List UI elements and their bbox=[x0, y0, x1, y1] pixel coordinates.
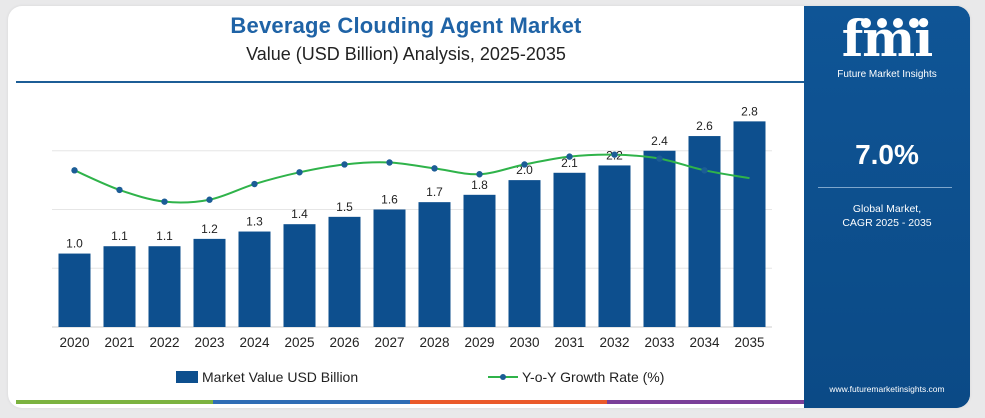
cagr-label: Global Market, CAGR 2025 - 2035 bbox=[804, 202, 970, 230]
x-tick-2024: 2024 bbox=[239, 335, 270, 350]
cagr-value: 7.0% bbox=[855, 139, 919, 170]
bar-label-2026: 1.5 bbox=[336, 200, 353, 214]
fmi-logo: fmi bbox=[841, 9, 933, 68]
bar-2030 bbox=[508, 180, 541, 327]
footer-strip-purple bbox=[607, 400, 804, 404]
growth-point-2026 bbox=[341, 161, 348, 168]
bar-label-2035: 2.8 bbox=[741, 104, 758, 118]
x-tick-2031: 2031 bbox=[554, 335, 584, 350]
bar-2025 bbox=[283, 224, 316, 327]
footer-strip-blue bbox=[213, 400, 410, 404]
growth-point-2028 bbox=[431, 165, 438, 172]
growth-point-2033 bbox=[656, 155, 663, 162]
growth-point-2030 bbox=[521, 161, 528, 168]
growth-point-2031 bbox=[566, 153, 573, 160]
growth-rate-line bbox=[74, 153, 750, 204]
cagr-label-line1: Global Market, bbox=[852, 203, 922, 215]
x-tick-2020: 2020 bbox=[59, 335, 89, 350]
legend-line-entry: Y-o-Y Growth Rate (%) bbox=[488, 369, 664, 385]
bar-label-2024: 1.3 bbox=[246, 215, 263, 229]
x-tick-2021: 2021 bbox=[104, 335, 134, 350]
bar-2033 bbox=[643, 150, 676, 327]
x-tick-2029: 2029 bbox=[464, 335, 494, 350]
sidebar-panel: fmi Future Market Insights 7.0% Global M… bbox=[804, 6, 970, 408]
bar-label-2027: 1.6 bbox=[381, 193, 398, 207]
website-text: www.futuremarketinsights.com bbox=[829, 384, 945, 394]
bar-label-2033: 2.4 bbox=[651, 134, 668, 148]
bar-2027 bbox=[373, 209, 406, 327]
growth-point-2022 bbox=[161, 198, 168, 205]
x-tick-2035: 2035 bbox=[734, 335, 764, 350]
bar-2035 bbox=[733, 121, 766, 327]
bar-2020 bbox=[58, 253, 91, 327]
bar-2023 bbox=[193, 238, 226, 327]
growth-point-2024 bbox=[251, 180, 258, 188]
growth-point-2032 bbox=[611, 151, 618, 158]
bar-2028 bbox=[418, 202, 451, 327]
legend-bar-swatch bbox=[176, 371, 198, 383]
growth-point-2021 bbox=[116, 186, 123, 194]
cagr-label-line2: CAGR 2025 - 2035 bbox=[842, 217, 932, 229]
bar-2024 bbox=[238, 231, 271, 327]
logo-icons bbox=[861, 18, 919, 28]
bar-label-2028: 1.7 bbox=[426, 185, 443, 199]
x-tick-2034: 2034 bbox=[689, 335, 720, 350]
legend-line-label: Y-o-Y Growth Rate (%) bbox=[522, 369, 665, 385]
bar-label-2023: 1.2 bbox=[201, 222, 218, 236]
bar-2029 bbox=[463, 194, 496, 327]
bar-label-2025: 1.4 bbox=[291, 207, 308, 221]
chart-subtitle: Value (USD Billion) Analysis, 2025-2035 bbox=[246, 44, 566, 64]
chart-title: Beverage Clouding Agent Market bbox=[230, 13, 582, 38]
footer-strip-green bbox=[16, 400, 213, 404]
bar-2032 bbox=[598, 165, 631, 327]
bar-label-2022: 1.1 bbox=[156, 229, 173, 243]
logo-subtitle: Future Market Insights bbox=[837, 69, 937, 80]
bar-label-2029: 1.8 bbox=[471, 178, 488, 192]
sidebar-divider bbox=[818, 187, 952, 188]
bar-2031 bbox=[553, 172, 586, 327]
bar-2026 bbox=[328, 216, 361, 327]
legend-bar-entry: Market Value USD Billion bbox=[176, 369, 358, 385]
bar-2021 bbox=[103, 246, 136, 327]
x-tick-2032: 2032 bbox=[599, 335, 629, 350]
x-tick-2033: 2033 bbox=[644, 335, 674, 350]
growth-point-2034 bbox=[701, 167, 708, 174]
growth-point-2025 bbox=[296, 169, 303, 176]
x-tick-2023: 2023 bbox=[194, 335, 224, 350]
bar-2022 bbox=[148, 246, 181, 327]
bar-label-2020: 1.0 bbox=[66, 237, 83, 251]
x-tick-2026: 2026 bbox=[329, 335, 359, 350]
legend-bar-label: Market Value USD Billion bbox=[202, 369, 359, 385]
growth-point-2029 bbox=[476, 171, 483, 178]
bar-2034 bbox=[688, 136, 721, 327]
bar-label-2031: 2.1 bbox=[561, 156, 578, 170]
x-tick-2025: 2025 bbox=[284, 335, 314, 350]
x-tick-2028: 2028 bbox=[419, 335, 449, 350]
bar-label-2034: 2.6 bbox=[696, 119, 713, 133]
x-tick-2027: 2027 bbox=[374, 335, 404, 350]
chart-card: Beverage Clouding Agent Market Value (US… bbox=[8, 6, 970, 408]
legend-line-swatch bbox=[488, 374, 518, 380]
footer-strip-orange bbox=[410, 400, 607, 404]
growth-point-2027 bbox=[386, 159, 393, 166]
bar-label-2030: 2.0 bbox=[516, 163, 533, 177]
bar-label-2021: 1.1 bbox=[111, 229, 128, 243]
title-divider bbox=[16, 81, 804, 83]
x-tick-2030: 2030 bbox=[509, 335, 539, 350]
x-tick-2022: 2022 bbox=[149, 335, 179, 350]
growth-point-2020 bbox=[71, 167, 78, 174]
chart-area: 1.0 2020 1.1 2021 1.1 2022 1.2 2023 1.3 2024 1.4 20… bbox=[52, 104, 772, 350]
growth-point-2023 bbox=[206, 196, 213, 203]
